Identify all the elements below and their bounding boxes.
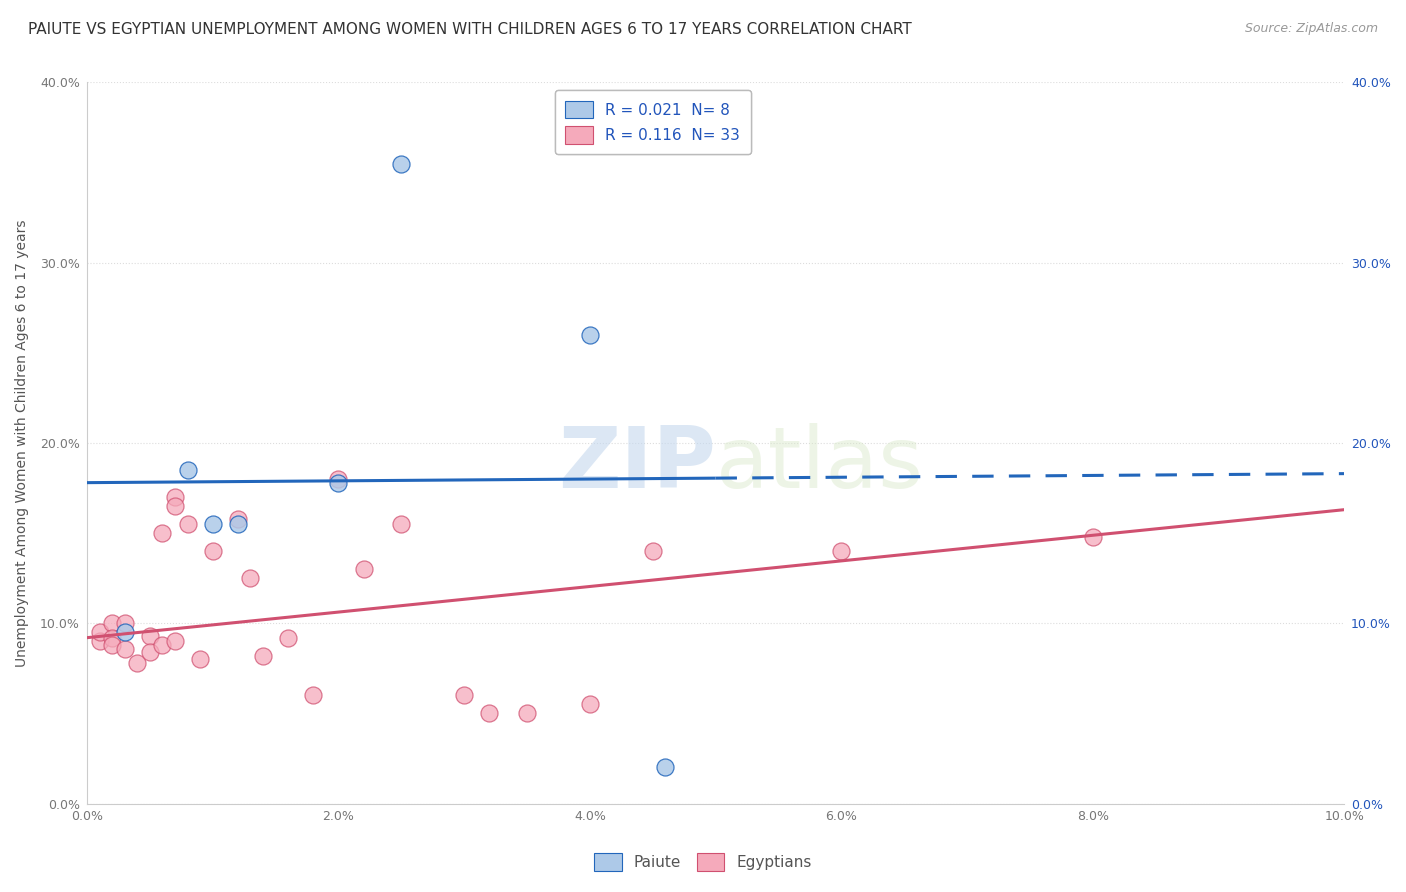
Point <box>163 634 186 648</box>
Text: atlas: atlas <box>716 423 924 506</box>
Point <box>478 706 501 721</box>
Point <box>302 689 325 703</box>
Point <box>579 698 602 712</box>
Point <box>353 562 375 576</box>
Text: Source: ZipAtlas.com: Source: ZipAtlas.com <box>1244 22 1378 36</box>
Point <box>101 638 124 652</box>
Point <box>641 544 664 558</box>
Point <box>277 631 299 645</box>
Point <box>139 645 162 659</box>
Point <box>389 156 412 170</box>
Point <box>163 490 186 504</box>
Point <box>101 616 124 631</box>
Point <box>830 544 852 558</box>
Point <box>1081 530 1104 544</box>
Point <box>654 760 676 774</box>
Legend: R = 0.021  N= 8, R = 0.116  N= 33: R = 0.021 N= 8, R = 0.116 N= 33 <box>555 90 751 154</box>
Point <box>239 571 262 585</box>
Point <box>252 648 274 663</box>
Point <box>226 517 249 532</box>
Point <box>328 472 350 486</box>
Point <box>114 625 136 640</box>
Point <box>328 475 350 490</box>
Point <box>201 517 224 532</box>
Text: ZIP: ZIP <box>558 423 716 506</box>
Point <box>89 634 111 648</box>
Point <box>127 656 149 670</box>
Point <box>226 512 249 526</box>
Point <box>188 652 211 666</box>
Point <box>453 689 475 703</box>
Point <box>139 629 162 643</box>
Legend: Paiute, Egyptians: Paiute, Egyptians <box>585 844 821 880</box>
Point <box>163 499 186 513</box>
Point <box>101 631 124 645</box>
Point <box>516 706 538 721</box>
Point <box>114 641 136 656</box>
Point <box>176 517 198 532</box>
Text: PAIUTE VS EGYPTIAN UNEMPLOYMENT AMONG WOMEN WITH CHILDREN AGES 6 TO 17 YEARS COR: PAIUTE VS EGYPTIAN UNEMPLOYMENT AMONG WO… <box>28 22 912 37</box>
Point <box>201 544 224 558</box>
Point <box>176 463 198 477</box>
Point <box>89 625 111 640</box>
Point <box>114 616 136 631</box>
Point <box>150 526 173 541</box>
Point <box>579 327 602 342</box>
Point <box>389 517 412 532</box>
Y-axis label: Unemployment Among Women with Children Ages 6 to 17 years: Unemployment Among Women with Children A… <box>15 219 30 666</box>
Point <box>150 638 173 652</box>
